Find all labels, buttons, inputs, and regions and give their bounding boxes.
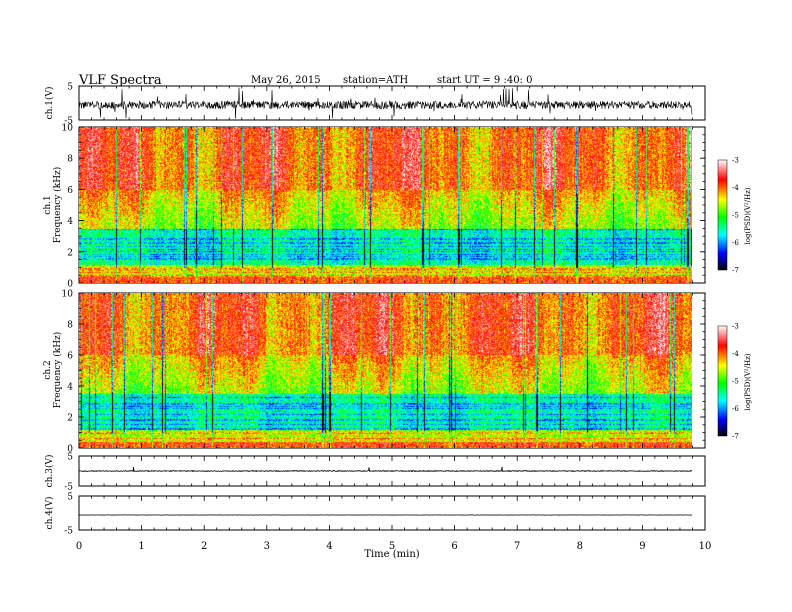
y-tick-label: 0 <box>67 445 73 455</box>
figure-title: VLF Spectra <box>79 73 162 88</box>
ylabel-ch2-top: ch.2 <box>43 360 53 379</box>
station-label: station=ATH <box>343 75 409 86</box>
date-label: May 26, 2015 <box>251 75 321 86</box>
panel-frame-ch4-waveform <box>78 495 706 531</box>
start-time-label: start UT = 9 :40: 0 <box>437 75 533 86</box>
ylabel-ch4-waveform: ch.4(V) <box>44 497 55 530</box>
x-tick-label: 0 <box>76 541 82 552</box>
y-tick-label: -5 <box>64 527 73 537</box>
ylabel-ch2-frequency: Frequency (kHz) <box>52 332 63 409</box>
colorbar-tick-label: -7 <box>732 433 739 441</box>
waveform-ch1-trace <box>78 87 693 119</box>
colorbar-ch1-label: log(PSD)(V²/Hz) <box>744 187 752 244</box>
x-tick-label: 2 <box>201 541 207 552</box>
spectrogram-ch2 <box>79 293 692 448</box>
y-tick-label: 4 <box>67 383 73 393</box>
y-tick-label: -5 <box>64 483 73 493</box>
colorbar-ticks: -3 -4 -5 -6 -7 -3 -4 -5 -6 -7 <box>732 157 739 441</box>
axis-ticks <box>78 85 706 531</box>
x-tick-label: 9 <box>639 541 645 552</box>
y-tick-label: 2 <box>67 414 73 424</box>
x-tick-label: 4 <box>326 541 332 552</box>
x-tick-label: 5 <box>389 541 395 552</box>
y-tick-label: 5 <box>67 83 73 93</box>
ylabel-ch1-frequency: Frequency (kHz) <box>52 167 63 244</box>
x-tick-label: 1 <box>138 541 144 552</box>
colorbar-ch1 <box>717 159 728 271</box>
y-tick-label: 8 <box>67 321 73 331</box>
waveform-ch3-trace <box>78 466 693 473</box>
spectrogram-ch1 <box>79 127 692 283</box>
y-tick-label: 10 <box>62 290 74 300</box>
colorbar-tick-label: -5 <box>732 212 739 220</box>
colorbar-tick-label: -3 <box>732 323 739 331</box>
x-tick-label: 6 <box>451 541 457 552</box>
xlabel: Time (min) <box>364 549 419 560</box>
y-tick-label: 6 <box>67 352 73 362</box>
colorbar-tick-label: -4 <box>732 350 739 358</box>
y-tick-label: 5 <box>67 493 73 503</box>
y-tick-label: 2 <box>67 248 73 258</box>
colorbar-tick-label: -6 <box>732 239 739 247</box>
y-tick-label: 4 <box>67 217 73 227</box>
y-tick-label: 6 <box>67 186 73 196</box>
colorbar-ch2 <box>717 325 728 437</box>
ylabel-ch1-waveform: ch.1(V) <box>44 87 55 120</box>
y-tick-label: 8 <box>67 155 73 165</box>
colorbar-tick-label: -5 <box>732 378 739 386</box>
colorbar-tick-label: -7 <box>732 267 739 275</box>
x-tick-label: 10 <box>699 541 712 552</box>
y-tick-label: -5 <box>64 117 73 127</box>
ylabel-ch1-top: ch.1 <box>43 195 53 214</box>
colorbar-tick-label: -4 <box>732 184 739 192</box>
y-tick-label: 0 <box>67 280 73 290</box>
colorbar-tick-label: -3 <box>732 157 739 165</box>
colorbar-ch2-label: log(PSD)(V²/Hz) <box>744 353 752 410</box>
x-tick-label: 3 <box>264 541 270 552</box>
colorbar-tick-label: -6 <box>732 405 739 413</box>
x-tick-label: 8 <box>577 541 583 552</box>
ylabel-ch3-waveform: ch.3(V) <box>44 455 55 488</box>
y-tick-label: 10 <box>62 124 74 134</box>
y-tick-label: 5 <box>67 453 73 463</box>
x-tick-label: 7 <box>514 541 520 552</box>
